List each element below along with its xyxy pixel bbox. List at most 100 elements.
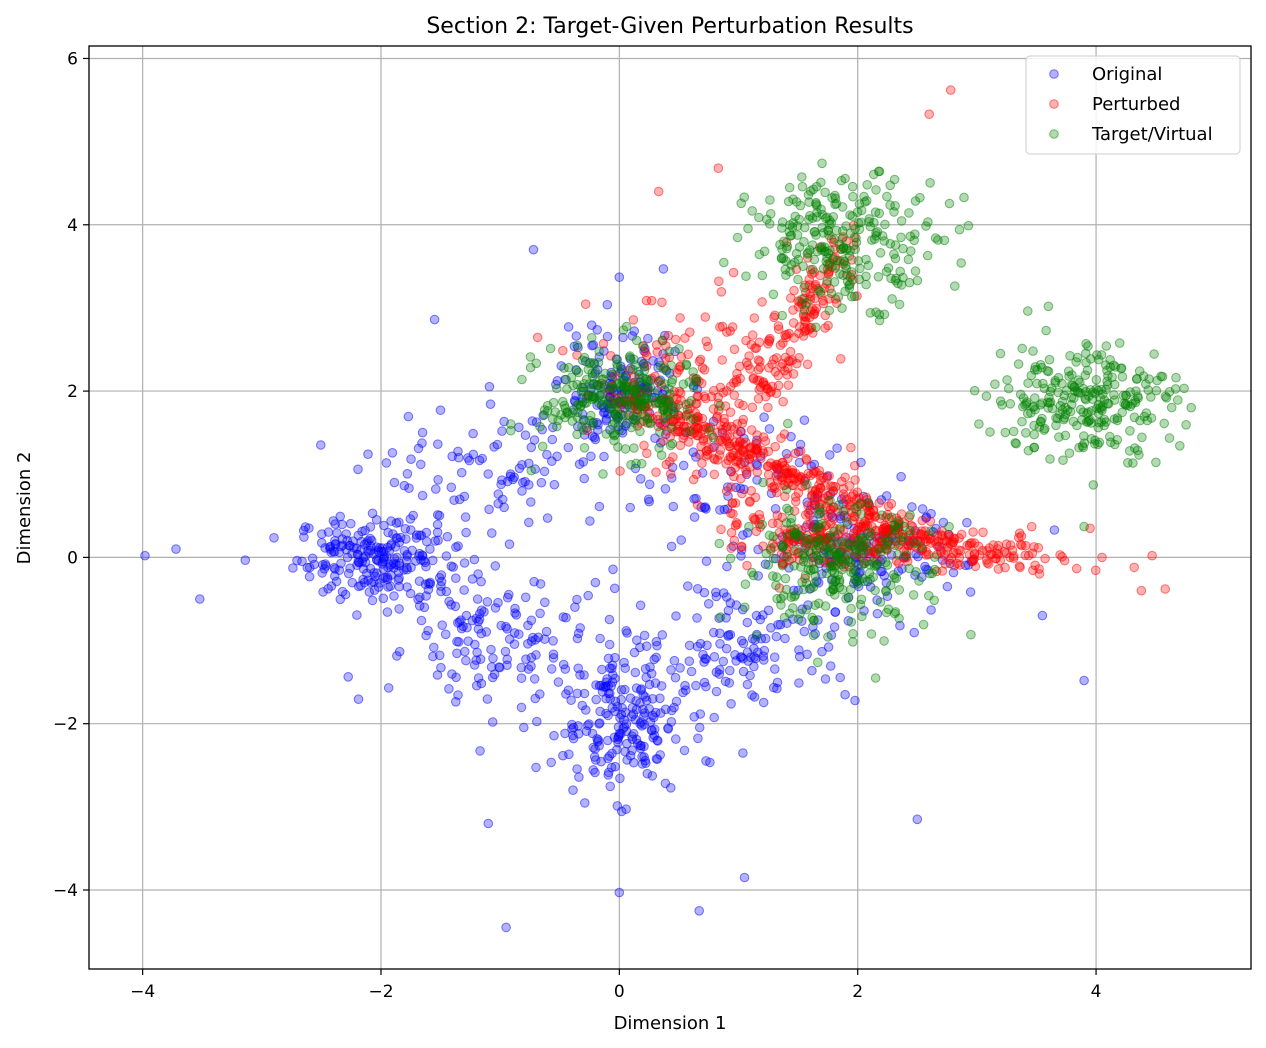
target-virtual-point (854, 575, 864, 586)
original-point (649, 654, 660, 665)
original-point (630, 667, 641, 678)
original-point (629, 647, 640, 658)
target-virtual-point (893, 278, 903, 289)
target-virtual-point (849, 291, 860, 302)
target-virtual-point (804, 214, 814, 225)
target-virtual-point (664, 346, 675, 357)
original-point (365, 522, 376, 532)
target-virtual-point (584, 358, 595, 369)
perturbed-point (838, 484, 849, 494)
original-point (377, 559, 388, 569)
original-point (516, 662, 527, 673)
x-tick-label: −4 (130, 982, 155, 1002)
original-point (378, 546, 389, 557)
perturbed-point (964, 540, 975, 551)
target-virtual-point (868, 169, 879, 180)
target-virtual-point (818, 228, 829, 238)
perturbed-point (737, 418, 748, 429)
original-point (603, 653, 614, 664)
target-virtual-point (1105, 431, 1115, 442)
target-virtual-point (887, 294, 897, 304)
original-point (703, 599, 714, 609)
original-point (421, 561, 431, 572)
target-virtual-point (899, 521, 910, 532)
original-point (615, 773, 625, 784)
target-virtual-point (615, 397, 626, 408)
original-point (343, 672, 354, 682)
original-point (528, 244, 539, 255)
original-point (341, 544, 352, 555)
original-point (505, 471, 516, 482)
perturbed-point (1034, 569, 1045, 579)
y-tick-label: 4 (67, 216, 78, 236)
original-point (378, 593, 389, 604)
target-virtual-point (624, 402, 635, 412)
original-point (616, 806, 627, 817)
target-virtual-point (864, 217, 874, 227)
original-point (591, 680, 601, 690)
original-point (402, 469, 413, 479)
target-virtual-point (828, 584, 838, 594)
perturbed-point (721, 486, 732, 497)
original-point (535, 608, 545, 619)
perturbed-point (695, 354, 706, 365)
target-virtual-point (881, 607, 892, 618)
target-virtual-point (810, 227, 820, 237)
original-point (353, 464, 363, 475)
original-point (622, 628, 632, 638)
original-point (1049, 525, 1060, 535)
original-point (641, 641, 652, 652)
original-point (561, 689, 571, 699)
original-point (620, 707, 631, 718)
target-virtual-point (870, 673, 881, 683)
target-virtual-point (808, 630, 819, 641)
target-virtual-point (748, 570, 759, 581)
perturbed-point (675, 313, 685, 323)
original-point (488, 653, 498, 664)
target-virtual-point (798, 550, 808, 561)
target-virtual-point (517, 374, 527, 385)
target-virtual-point (864, 527, 875, 538)
target-virtual-point (814, 534, 824, 544)
original-point (367, 595, 378, 606)
target-virtual-point (959, 192, 969, 203)
legend: Original Perturbed Target/Virtual (1025, 55, 1241, 155)
target-virtual-point (1065, 406, 1076, 417)
original-point (140, 550, 150, 561)
perturbed-point (822, 472, 832, 483)
target-virtual-point (908, 590, 919, 600)
target-virtual-point (1064, 448, 1075, 459)
perturbed-point (716, 287, 727, 297)
perturbed-point (713, 163, 724, 173)
target-virtual-point (883, 263, 894, 273)
original-point (514, 422, 524, 433)
original-point (417, 427, 428, 438)
target-virtual-point (1021, 428, 1031, 438)
legend-marker (1049, 129, 1059, 139)
original-point (965, 587, 976, 597)
original-point (497, 426, 507, 436)
original-point (540, 597, 550, 608)
original-point (655, 693, 665, 704)
original-point (317, 529, 327, 539)
original-point (547, 434, 558, 445)
target-virtual-point (915, 192, 925, 203)
perturbed-point (752, 467, 763, 477)
original-point (660, 778, 671, 789)
perturbed-point (749, 313, 760, 323)
target-virtual-point (785, 231, 796, 241)
original-point (484, 381, 495, 392)
target-virtual-point (1095, 403, 1105, 413)
target-virtual-point (817, 158, 827, 169)
target-virtual-point (562, 407, 572, 418)
original-point (671, 611, 681, 621)
perturbed-point (788, 369, 799, 379)
target-virtual-point (809, 254, 820, 265)
target-virtual-point (870, 207, 881, 217)
perturbed-point (731, 377, 742, 387)
original-point (358, 574, 368, 585)
original-point (602, 299, 613, 310)
original-point (621, 804, 631, 815)
original-point (709, 652, 720, 662)
target-virtual-point (910, 229, 920, 239)
